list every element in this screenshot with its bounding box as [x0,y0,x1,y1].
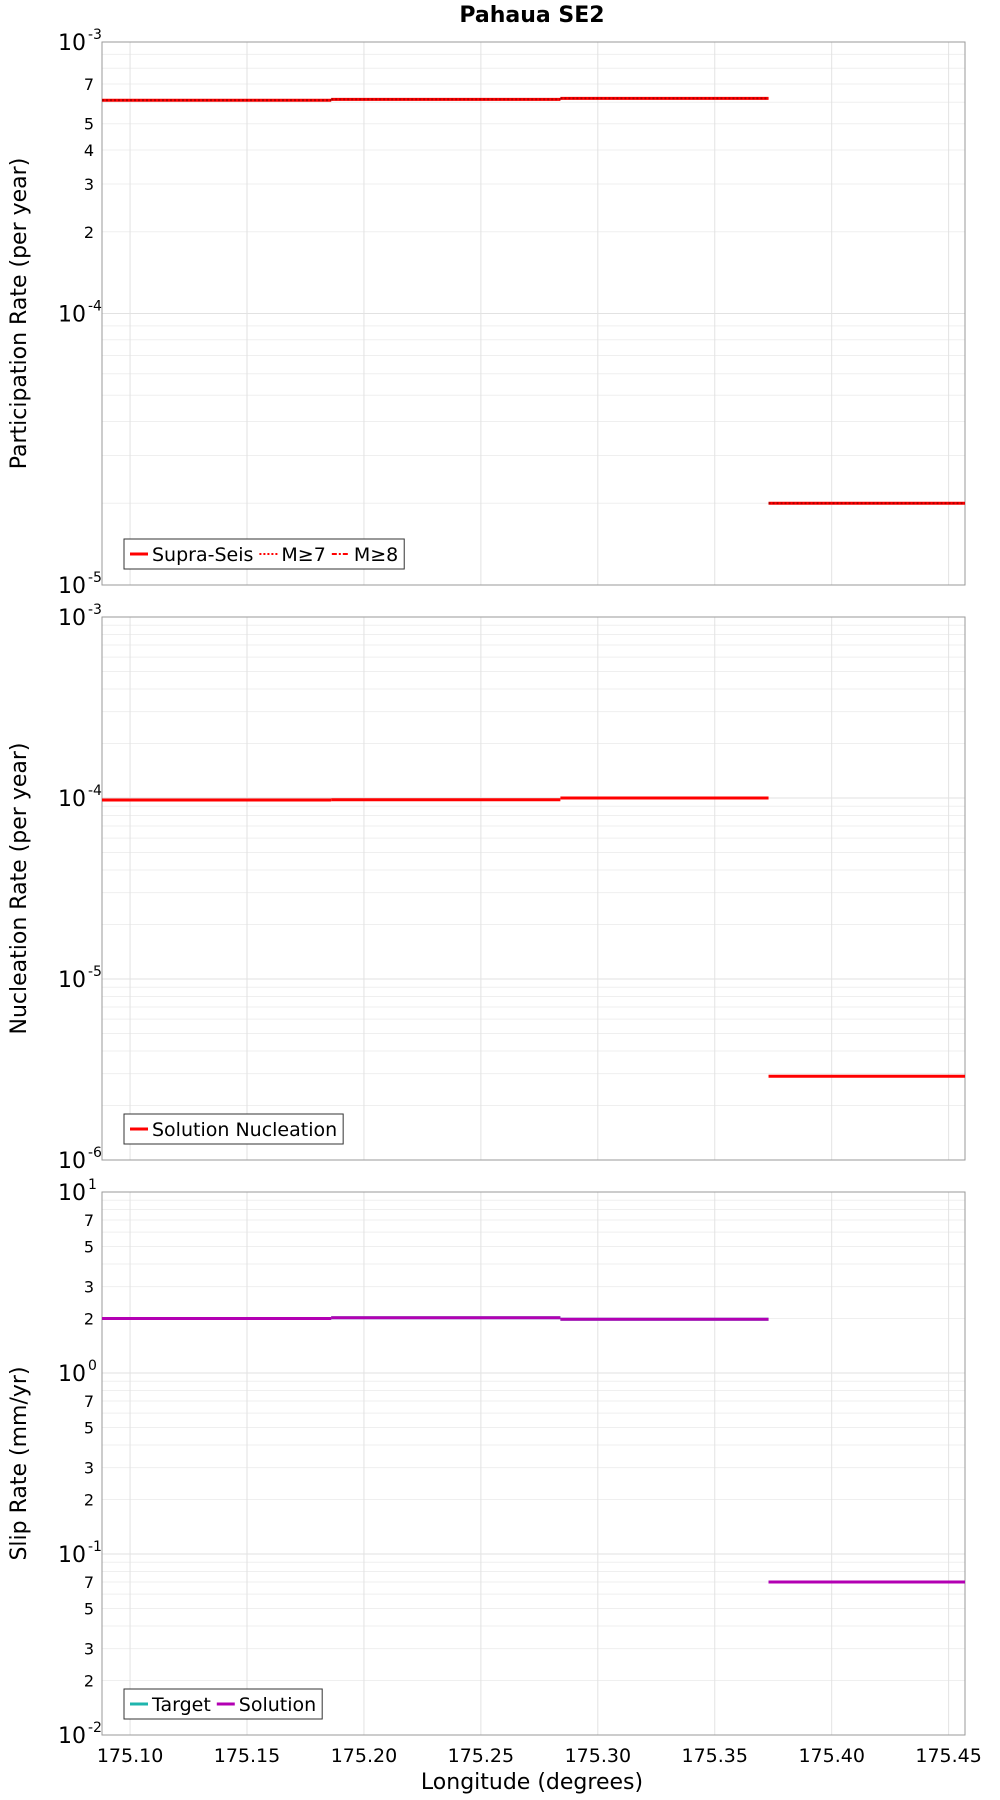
legend: Solution Nucleation [123,1113,344,1145]
y-minor-tick-label: 2 [84,1672,94,1691]
legend: Supra-Seis M≥7 M≥8 [123,538,405,570]
legend-entry-label: M≥7 [281,544,325,566]
y-minor-tick-label: 5 [84,1418,94,1437]
y-tick-label: 10 [58,968,86,993]
y-axis-label: Participation Rate (per year) [7,158,32,470]
x-tick-label: 175.15 [214,1745,280,1767]
y-axis-label: Nucleation Rate (per year) [7,743,32,1035]
y-tick-exponent: -3 [88,27,102,43]
y-minor-tick-label: 3 [84,1278,94,1297]
legend-box [123,1113,344,1145]
y-minor-tick-label: 4 [84,141,94,160]
y-axis-label: Slip Rate (mm/yr) [7,1366,32,1560]
y-tick-exponent: -4 [88,299,102,315]
legend-entry-label: Supra-Seis [152,544,253,566]
legend-entry-label: Solution [239,1694,316,1716]
y-minor-tick-label: 3 [84,1459,94,1478]
chart-title: Pahaua SE2 [459,3,604,28]
x-tick-label: 175.40 [798,1745,864,1767]
y-tick-label: 10 [58,1149,86,1174]
x-tick-label: 175.30 [565,1745,631,1767]
y-tick-exponent: -2 [88,1720,102,1736]
x-tick-label: 175.25 [448,1745,514,1767]
y-minor-tick-label: 2 [84,1310,94,1329]
plot-frame [101,41,966,586]
y-tick-label: 10 [58,787,86,812]
y-minor-tick-label: 2 [84,223,94,242]
y-tick-exponent: 1 [88,1177,97,1193]
y-minor-tick-label: 5 [84,1237,94,1256]
y-tick-exponent: 0 [88,1358,97,1374]
plot-frame [101,1191,966,1736]
x-tick-label: 175.35 [682,1745,748,1767]
y-minor-tick-label: 7 [84,75,94,94]
plot-frame [101,616,966,1161]
legend-entry-label: M≥8 [354,544,398,566]
y-tick-exponent: -6 [88,1145,102,1161]
y-tick-label: 10 [58,1362,86,1387]
legend: Target Solution [123,1688,323,1720]
y-tick-label: 10 [58,606,86,631]
y-tick-label: 10 [58,31,86,56]
y-tick-exponent: -5 [88,570,102,586]
y-minor-tick-label: 7 [84,1392,94,1411]
x-tick-label: 175.10 [97,1745,163,1767]
y-minor-tick-label: 3 [84,1640,94,1659]
x-tick-label: 175.45 [915,1745,981,1767]
y-tick-exponent: -5 [88,964,102,980]
y-tick-label: 10 [58,574,86,599]
y-tick-label: 10 [58,303,86,328]
y-minor-tick-label: 3 [84,175,94,194]
legend-entry-label: Target [151,1694,211,1716]
y-tick-exponent: -3 [88,602,102,618]
y-tick-exponent: -1 [88,1539,102,1555]
y-tick-label: 10 [58,1543,86,1568]
y-tick-label: 10 [58,1181,86,1206]
x-axis-label: Longitude (degrees) [421,1770,643,1795]
y-minor-tick-label: 2 [84,1491,94,1510]
y-tick-label: 10 [58,1724,86,1749]
x-tick-label: 175.20 [331,1745,397,1767]
y-tick-exponent: -4 [88,783,102,799]
y-minor-tick-label: 7 [84,1573,94,1592]
y-minor-tick-label: 7 [84,1211,94,1230]
y-minor-tick-label: 5 [84,115,94,134]
y-minor-tick-label: 5 [84,1599,94,1618]
legend-entry-label: Solution Nucleation [152,1119,337,1141]
